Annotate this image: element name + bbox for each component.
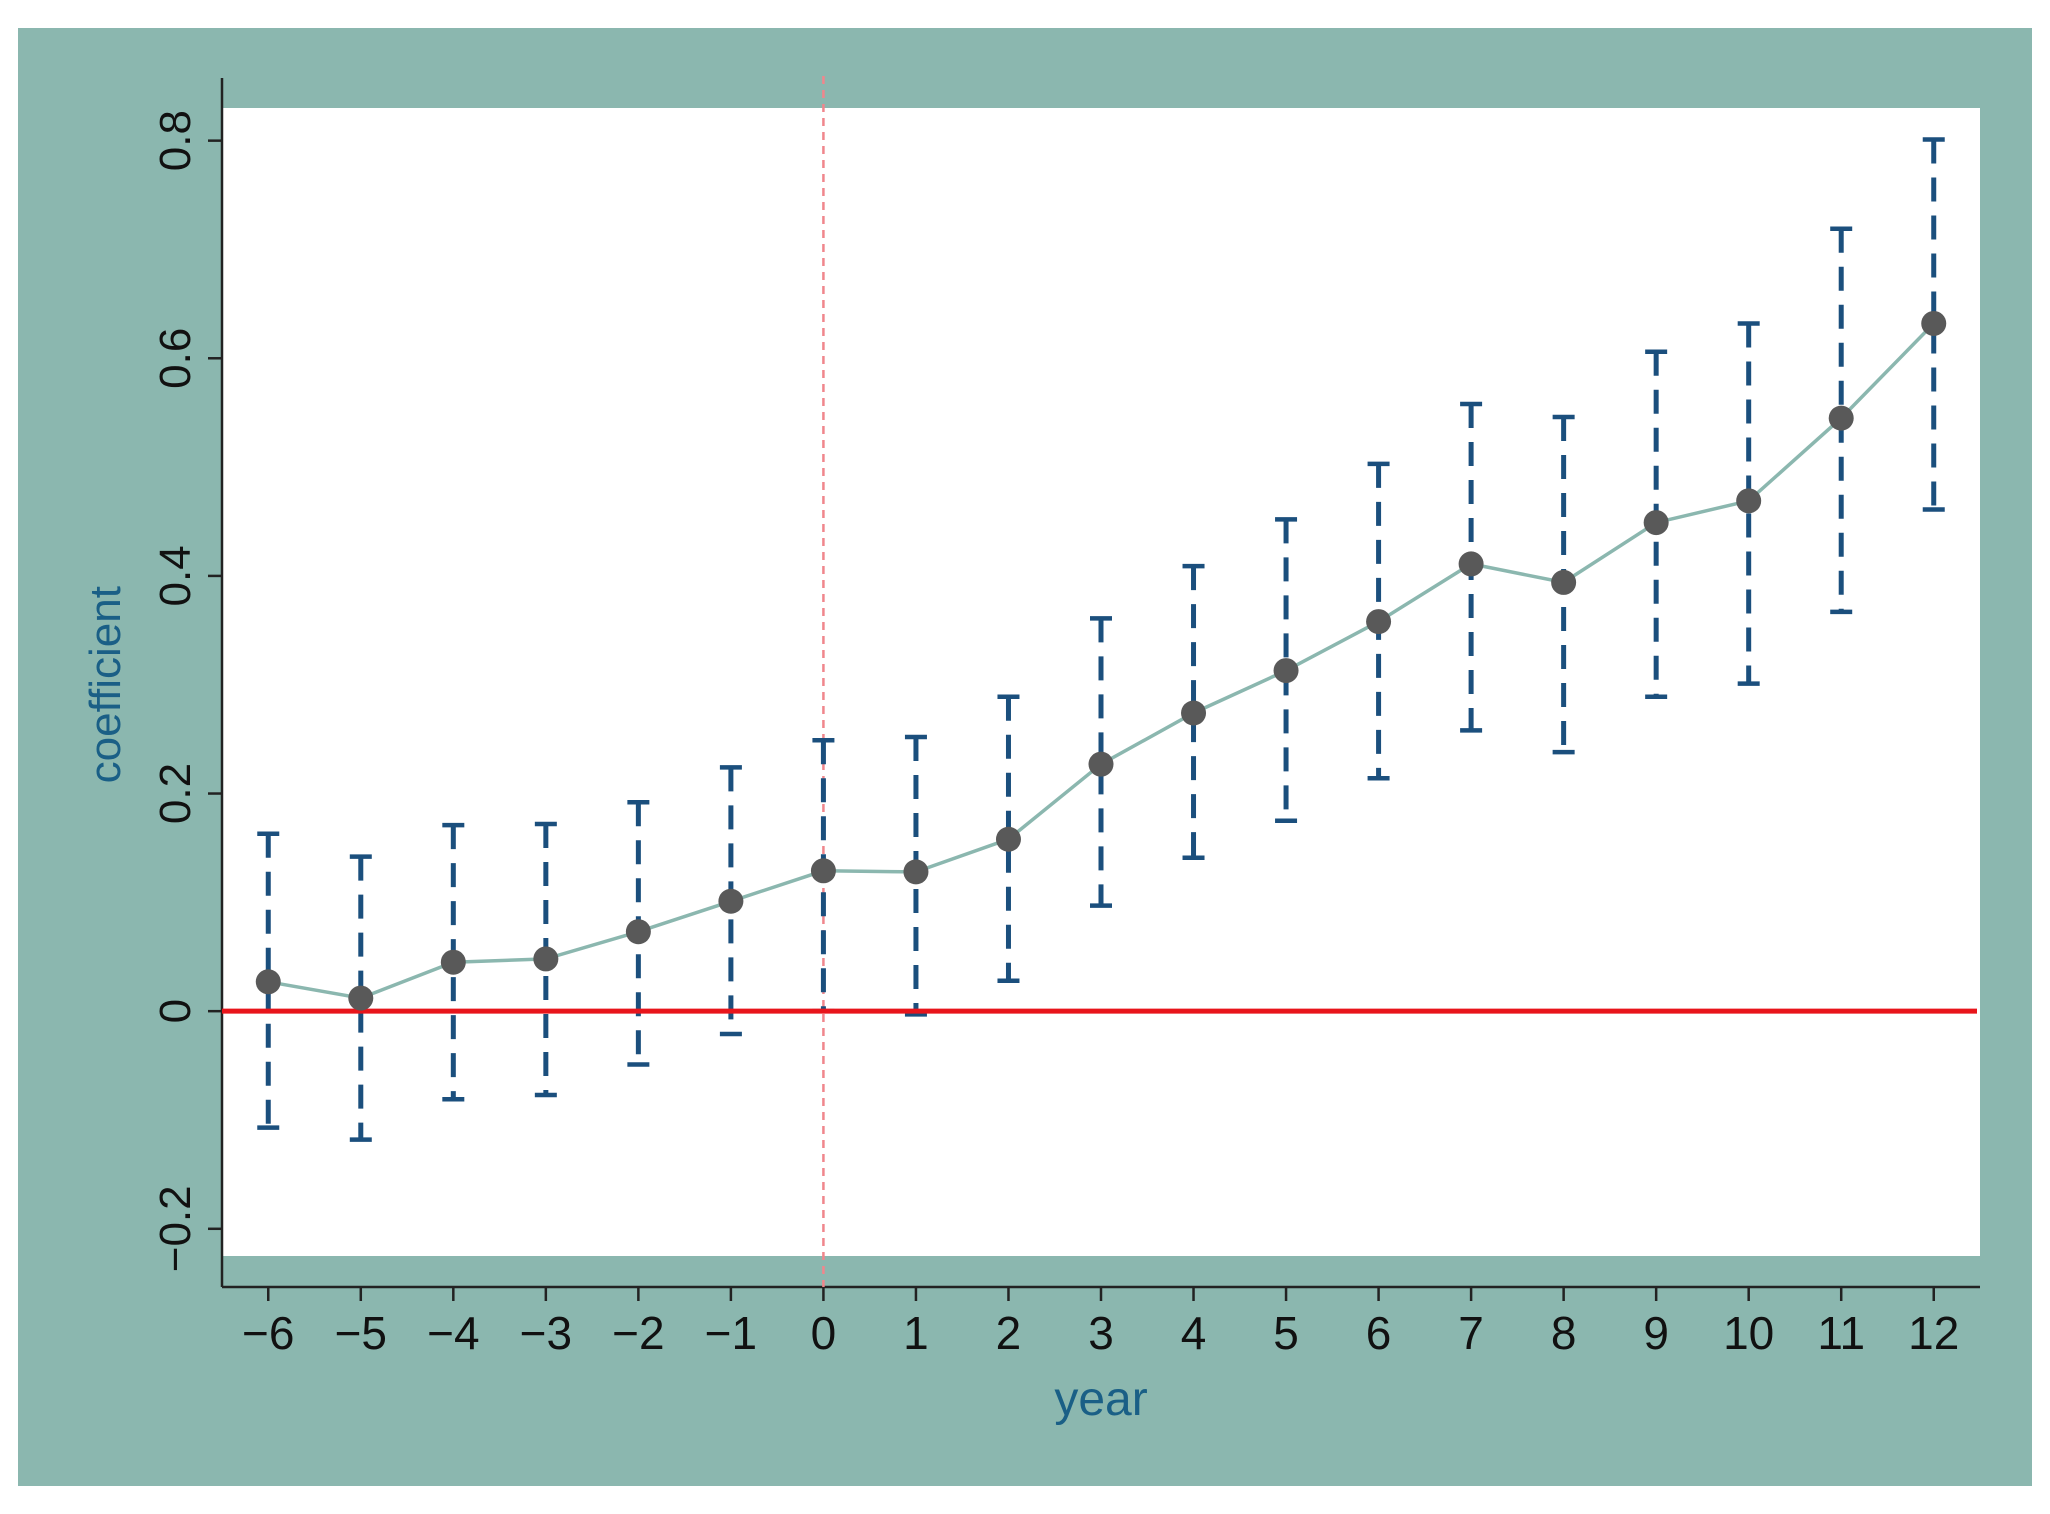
y-axis-title: coefficient [81,586,130,783]
y-tick-label: 0.8 [151,110,200,171]
x-axis-ticks: −6 −5 −4 −3 −2 −1 0 1 2 3 4 5 6 7 8 9 10 11 12 [242,1287,1959,1359]
x-tick-label: −3 [520,1307,572,1359]
x-tick-label: −2 [612,1307,664,1359]
coefficient-point [533,946,559,972]
x-tick-label: 1 [903,1307,929,1359]
coefficient-point [995,826,1021,852]
coefficient-point [1551,569,1577,595]
x-tick-label: 12 [1908,1307,1959,1359]
x-tick-label: 7 [1458,1307,1484,1359]
x-tick-label: 4 [1181,1307,1207,1359]
x-axis-title: year [1054,1373,1147,1426]
x-tick-label: −6 [242,1307,294,1359]
coefficient-point [625,919,651,945]
plot-area [222,108,1980,1256]
coefficient-point [718,888,744,914]
x-tick-label: 10 [1723,1307,1774,1359]
y-tick-label: 0.4 [151,545,200,606]
x-tick-label: 6 [1366,1307,1392,1359]
y-tick-label: 0.2 [151,763,200,824]
coefficient-point [1921,310,1947,336]
x-tick-label: 9 [1643,1307,1669,1359]
x-tick-label: −5 [335,1307,387,1359]
coefficient-point [440,949,466,975]
coefficient-point [810,858,836,884]
coefficient-point [1458,551,1484,577]
x-tick-label: 8 [1551,1307,1577,1359]
coefficient-point [1366,609,1392,635]
coefficient-points [255,310,1947,1011]
y-tick-label: −0.2 [151,1185,200,1272]
coefficient-point [255,969,281,995]
coefficient-point [1828,405,1854,431]
x-tick-label: −1 [705,1307,757,1359]
coefficient-point [1273,658,1299,684]
coefficient-point [903,859,929,885]
coefficient-point [1088,751,1114,777]
x-tick-label: 2 [996,1307,1022,1359]
x-tick-label: 0 [811,1307,837,1359]
coefficient-point [1181,700,1207,726]
coefficient-point [348,985,374,1011]
x-tick-label: −4 [427,1307,479,1359]
y-tick-label: 0.6 [151,328,200,389]
y-axis-ticks: −0.2 0 0.2 0.4 0.6 0.8 [151,110,222,1272]
x-tick-label: 5 [1273,1307,1299,1359]
coefficient-point [1736,488,1762,514]
y-tick-label: 0 [151,999,200,1023]
x-tick-label: 3 [1088,1307,1114,1359]
coefficient-point [1643,510,1669,536]
x-tick-label: 11 [1817,1307,1865,1359]
